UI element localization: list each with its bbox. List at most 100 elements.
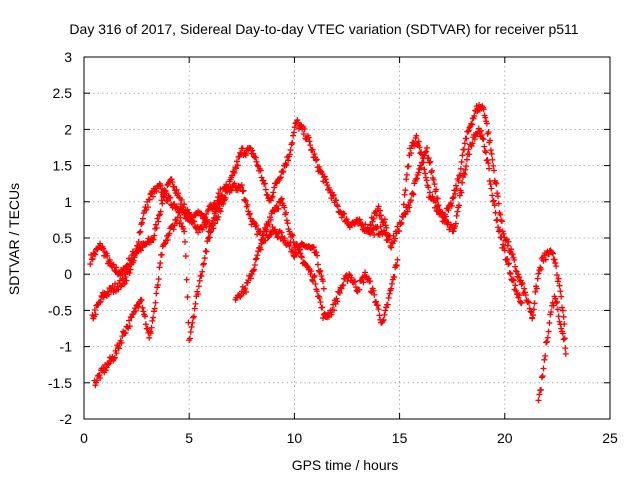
data-point — [147, 330, 154, 337]
data-point — [195, 229, 202, 236]
data-point — [415, 169, 422, 176]
data-point — [210, 214, 217, 221]
data-point — [377, 223, 384, 230]
data-point — [562, 350, 569, 357]
data-point — [529, 312, 536, 319]
data-point — [338, 214, 345, 221]
data-point — [527, 308, 534, 315]
data-point — [532, 288, 539, 295]
data-point — [435, 202, 442, 209]
data-points — [87, 102, 569, 404]
data-point — [393, 262, 400, 269]
data-point — [371, 291, 378, 298]
data-point — [388, 244, 395, 251]
data-point — [310, 244, 317, 251]
data-point — [449, 195, 456, 202]
data-point — [450, 228, 457, 235]
data-point — [136, 229, 143, 236]
data-point — [382, 307, 389, 314]
data-point — [223, 181, 230, 188]
data-point — [394, 256, 401, 263]
data-point — [375, 203, 382, 210]
data-point — [525, 299, 532, 306]
data-point — [113, 264, 120, 271]
data-point — [561, 335, 568, 342]
data-point — [452, 182, 459, 189]
data-point — [183, 276, 190, 283]
data-point — [142, 321, 149, 328]
data-point — [200, 261, 207, 268]
data-point — [130, 257, 137, 264]
data-point — [252, 256, 259, 263]
data-point — [169, 179, 176, 186]
data-point — [429, 167, 436, 174]
data-point — [233, 158, 240, 165]
data-point — [92, 311, 99, 318]
data-point — [175, 190, 182, 197]
data-point — [242, 285, 249, 292]
grid-layer — [84, 57, 610, 419]
data-point — [491, 167, 498, 174]
data-point — [312, 281, 319, 288]
data-point — [498, 234, 505, 241]
data-point — [394, 223, 401, 230]
data-point — [190, 313, 197, 320]
x-tick-label: 25 — [602, 430, 618, 446]
data-point — [546, 319, 553, 326]
data-point — [314, 288, 321, 295]
data-point — [97, 374, 104, 381]
data-point — [177, 214, 184, 221]
data-point — [307, 142, 314, 149]
data-point — [431, 181, 438, 188]
data-point — [287, 147, 294, 154]
data-point — [161, 241, 168, 248]
data-point — [157, 260, 164, 267]
data-point — [122, 329, 129, 336]
data-point — [283, 217, 290, 224]
data-point — [203, 248, 210, 255]
data-point — [322, 176, 329, 183]
x-tick-label: 5 — [185, 430, 193, 446]
data-point — [351, 278, 358, 285]
data-point — [536, 391, 543, 398]
data-point — [200, 260, 207, 267]
data-point — [286, 151, 293, 158]
data-point — [411, 143, 418, 150]
data-point — [120, 281, 127, 288]
data-point — [170, 226, 177, 233]
data-point — [487, 137, 494, 144]
data-point — [168, 176, 175, 183]
data-point — [250, 267, 257, 274]
data-point — [218, 192, 225, 199]
data-point — [373, 298, 380, 305]
data-point — [400, 201, 407, 208]
data-point — [264, 192, 271, 199]
data-point — [214, 216, 221, 223]
data-point — [257, 167, 264, 174]
data-point — [464, 128, 471, 135]
data-point — [402, 187, 409, 194]
data-point — [247, 275, 254, 282]
data-point — [478, 131, 485, 138]
data-point — [392, 235, 399, 242]
data-point — [542, 256, 549, 263]
series-track-1 — [87, 176, 327, 292]
data-point — [465, 146, 472, 153]
data-point — [192, 300, 199, 307]
data-point — [289, 139, 296, 146]
data-point — [262, 186, 269, 193]
data-point — [535, 397, 542, 404]
data-point — [181, 238, 188, 245]
data-point — [450, 194, 457, 201]
data-point — [426, 159, 433, 166]
data-point — [137, 247, 144, 254]
data-point — [533, 285, 540, 292]
data-point — [504, 242, 511, 249]
data-point — [376, 312, 383, 319]
data-point — [559, 304, 566, 311]
data-point — [433, 186, 440, 193]
data-point — [92, 251, 99, 258]
data-point — [184, 294, 191, 301]
data-point — [521, 285, 528, 292]
data-point — [91, 307, 98, 314]
